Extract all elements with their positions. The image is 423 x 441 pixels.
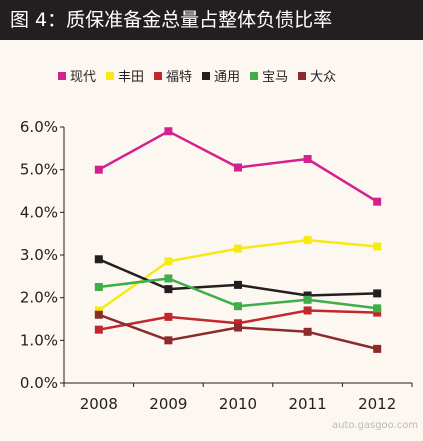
legend-swatch bbox=[106, 71, 115, 80]
data-point-大众-2009 bbox=[164, 336, 173, 345]
legend: 现代 丰田 福特 通用 宝马 大众 bbox=[58, 66, 336, 85]
data-point-福特-2011 bbox=[303, 306, 312, 315]
data-point-通用-2012 bbox=[373, 289, 382, 298]
y-tick-label: 4.0% bbox=[20, 203, 58, 221]
data-point-通用-2009 bbox=[164, 285, 173, 294]
data-point-现代-2012 bbox=[373, 197, 382, 206]
x-tick-label: 2012 bbox=[358, 395, 396, 413]
watermark-text: auto.gasgoo.com bbox=[332, 420, 419, 431]
legend-swatch bbox=[58, 71, 66, 80]
y-tick-label: 0.0% bbox=[20, 374, 58, 392]
y-tick-label: 5.0% bbox=[20, 161, 58, 179]
legend-label: 宝马 bbox=[262, 70, 289, 85]
y-tick-label: 1.0% bbox=[20, 331, 58, 349]
legend-swatch bbox=[202, 71, 211, 80]
legend-item: 福特 bbox=[154, 66, 192, 85]
y-tick-label: 2.0% bbox=[20, 289, 58, 307]
legend-label: 大众 bbox=[310, 70, 337, 85]
data-point-大众-2010 bbox=[234, 323, 242, 332]
chart-title: 图 4：质保准备金总量占整体负债比率 bbox=[0, 0, 423, 40]
legend-item: 大众 bbox=[298, 66, 336, 85]
data-point-现代-2008 bbox=[94, 165, 103, 174]
data-point-丰田-2008 bbox=[94, 306, 103, 315]
data-point-丰田-2010 bbox=[234, 244, 242, 253]
data-point-丰田-2009 bbox=[164, 257, 173, 266]
data-point-大众-2011 bbox=[303, 327, 312, 336]
data-point-大众-2012 bbox=[373, 344, 382, 353]
data-point-通用-2011 bbox=[303, 291, 312, 300]
legend-swatch bbox=[298, 71, 307, 80]
data-point-宝马-2008 bbox=[94, 283, 103, 291]
y-tick-label: 3.0% bbox=[20, 246, 58, 264]
legend-label: 现代 bbox=[70, 70, 97, 85]
data-point-宝马-2010 bbox=[234, 302, 242, 311]
data-point-丰田-2011 bbox=[303, 236, 312, 245]
legend-item: 宝马 bbox=[250, 66, 288, 85]
legend-label: 丰田 bbox=[118, 70, 145, 85]
legend-label: 福特 bbox=[166, 70, 193, 85]
x-tick-label: 2008 bbox=[80, 395, 118, 413]
data-point-大众-2008 bbox=[94, 310, 103, 319]
legend-item: 通用 bbox=[202, 66, 240, 85]
y-tick-label: 6.0% bbox=[20, 118, 58, 136]
legend-swatch bbox=[250, 71, 259, 80]
series-line-通用 bbox=[98, 258, 378, 297]
data-point-现代-2011 bbox=[303, 155, 312, 163]
data-point-通用-2010 bbox=[234, 280, 242, 289]
data-point-通用-2008 bbox=[94, 255, 103, 264]
legend-swatch bbox=[154, 71, 163, 80]
x-tick-label: 2010 bbox=[219, 395, 257, 413]
data-point-宝马-2009 bbox=[164, 274, 173, 283]
data-point-丰田-2012 bbox=[373, 242, 382, 251]
x-tick-label: 2009 bbox=[149, 395, 187, 413]
data-point-福特-2012 bbox=[373, 308, 382, 317]
legend-item: 丰田 bbox=[106, 66, 144, 85]
data-point-福特-2009 bbox=[164, 312, 173, 321]
legend-label: 通用 bbox=[214, 70, 241, 85]
x-tick-label: 2011 bbox=[289, 395, 327, 413]
data-point-福特-2008 bbox=[94, 325, 103, 334]
data-point-现代-2009 bbox=[164, 127, 173, 136]
legend-item: 现代 bbox=[58, 66, 96, 85]
data-point-宝马-2012 bbox=[373, 304, 382, 313]
data-point-宝马-2011 bbox=[303, 295, 312, 304]
data-point-现代-2010 bbox=[234, 163, 242, 172]
data-point-福特-2010 bbox=[234, 319, 242, 328]
